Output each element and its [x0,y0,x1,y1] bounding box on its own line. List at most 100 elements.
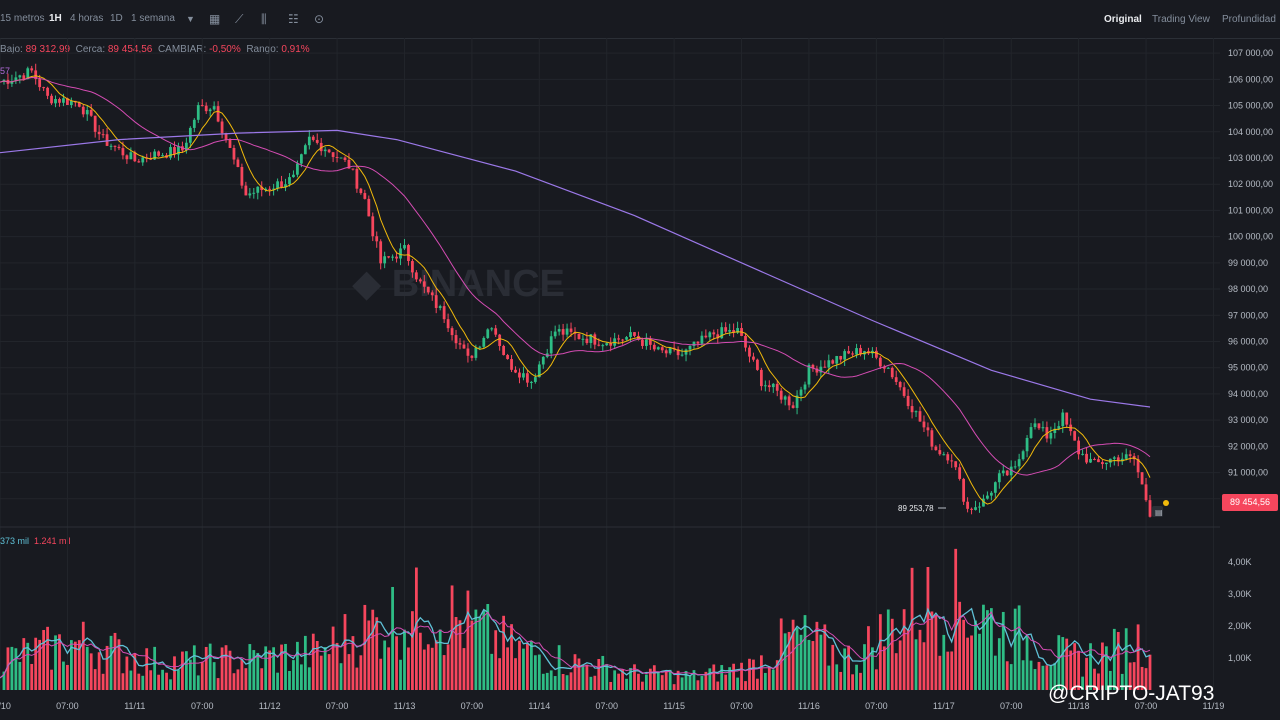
volume-bar [296,641,299,690]
volume-bar [232,673,236,690]
interval-1h[interactable]: 1H [49,13,62,24]
volume-bar [62,661,65,690]
chart-toolbar: 15 metros 1H 4 horas 1D 1 semana ▼ ▦ ⟋ ⫼… [0,0,1280,39]
settings-icon[interactable]: ☷ [288,12,299,26]
view-tradingview[interactable]: Trading View [1152,14,1210,25]
dropdown-caret-icon[interactable]: ▼ [186,14,195,24]
volume-bar [549,670,553,690]
volume-bar [153,646,157,690]
volume-bar [149,670,153,690]
volume-bar [863,644,866,690]
time-tick-label: 11/10 [0,701,11,711]
time-tick-label: 11/17 [933,701,955,711]
ohlc-info: Bajo: 89 312,99 Cerca: 89 454,56 CAMBIAR… [0,44,310,55]
candle-body [914,411,918,413]
volume-bar [986,610,989,690]
indicator-icon[interactable]: ⫼ [261,12,267,26]
volume-bar [573,654,577,690]
candle-body [323,149,327,152]
candle-body [529,381,533,383]
candle-body [855,348,858,355]
volume-bar [847,645,851,690]
candle-body [680,354,684,356]
chart-type-icon[interactable]: ⟋ [235,12,244,26]
volume-bar [1132,662,1136,690]
candle-body [355,168,359,189]
candle-body [169,147,172,158]
volume-bar [514,658,517,690]
volume-bar [161,669,164,690]
volume-bar [1053,662,1057,690]
volume-bar [391,586,394,690]
volume-bar [335,642,339,690]
volume-bar [89,653,93,690]
volume-bar [886,609,890,690]
ma-legend: 57 [0,66,11,76]
candle-body [1053,428,1057,434]
author-watermark: @CRIPTO-JAT93 [1048,682,1215,705]
interval-1d[interactable]: 1D [110,13,123,24]
interval-15m[interactable]: 15 metros [0,13,45,24]
volume-bar [613,670,617,690]
volume-bar [791,619,795,690]
volume-bar [767,666,771,690]
fullscreen-icon[interactable]: ⊙ [314,12,325,26]
interval-4h[interactable]: 4 horas [70,13,104,24]
volume-bar [803,615,807,690]
volume-bar [775,660,779,690]
candle-body [212,106,216,110]
volume-base: 373 mil [0,536,30,546]
volume-bar [196,675,200,690]
candle-body [109,145,113,147]
candle-body [767,385,771,388]
volume-bar [113,632,117,690]
volume-bar [1025,635,1029,690]
candle-body [815,368,819,373]
volume-bar [1041,665,1045,690]
calendar-icon[interactable]: ▦ [209,12,221,26]
candle-body [910,406,914,413]
candle-body [69,100,73,105]
candle-body [1061,412,1065,427]
candle-body [950,460,954,462]
price-tick-label: 102 000,00 [1228,179,1273,189]
candle-body [474,347,478,358]
volume-bar [462,648,466,690]
volume-bar [299,664,303,690]
volume-bar [589,676,593,690]
volume-bar [827,665,831,690]
volume-bar [101,673,105,690]
volume-bar [184,651,188,690]
candle-body [843,351,847,360]
candle-body [811,364,815,369]
volume-bar [966,637,969,690]
candle-body [660,347,664,351]
volume-bar [454,617,458,690]
candle-body [208,109,212,112]
candle-body [311,136,315,140]
volume-bar [490,653,494,690]
volume-bar [466,590,470,690]
candle-body [997,473,1001,483]
volume-bar [950,651,954,690]
volume-bar [633,664,636,690]
volume-bar [811,641,815,690]
candle-body [696,341,700,344]
volume-bar [625,678,628,690]
volume-bar [720,665,724,690]
candle-body [676,349,680,356]
candle-body [486,329,490,338]
candle-body [502,345,506,356]
interval-1w[interactable]: 1 semana [131,13,175,24]
volume-bar [1097,673,1100,690]
volume-bar [644,674,648,690]
view-depth[interactable]: Profundidad [1222,14,1276,25]
candle-body [577,333,581,339]
volume-bar [1061,637,1065,690]
volume-bar [288,670,291,690]
view-original[interactable]: Original [1104,14,1142,25]
volume-bar [303,635,307,690]
volume-bar [748,658,751,690]
volume-bar [680,677,684,690]
